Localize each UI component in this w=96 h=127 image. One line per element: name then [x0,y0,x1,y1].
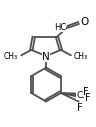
Text: HC: HC [54,23,66,32]
Text: CF₃: CF₃ [76,91,91,100]
Text: CH₃: CH₃ [74,52,88,61]
Text: F: F [77,103,82,113]
Text: O: O [80,17,88,27]
Text: F: F [83,87,89,97]
Text: F: F [85,93,91,103]
Text: CH₃: CH₃ [4,52,18,61]
Text: N: N [42,52,50,62]
